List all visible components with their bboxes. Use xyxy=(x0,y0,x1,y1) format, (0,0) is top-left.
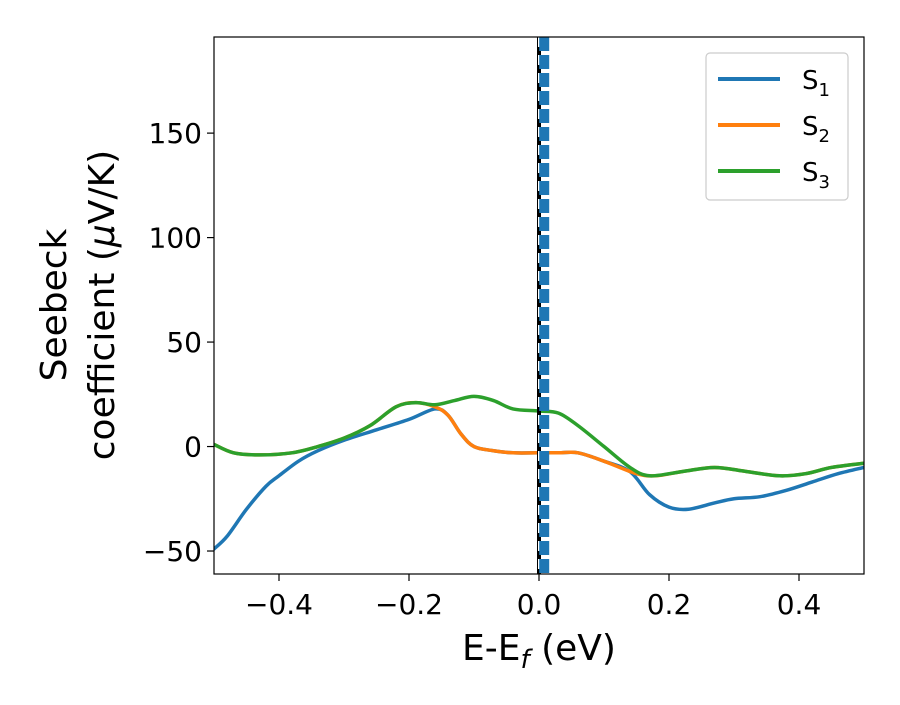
legend: S1 S2 S3 xyxy=(705,52,849,201)
y-axis: −50 0 50 100 150 xyxy=(143,117,214,568)
y-tick-label: 100 xyxy=(149,222,202,255)
y-tick-label: 50 xyxy=(166,326,202,359)
legend-label-s1: S1 xyxy=(802,66,830,101)
x-tick-label: 0.0 xyxy=(517,588,562,621)
plot-area xyxy=(214,37,864,574)
y-axis-title-line2: coefficient (μV/K) xyxy=(82,150,123,460)
legend-label-s2: S2 xyxy=(802,112,830,147)
x-axis: −0.4 −0.2 0.0 0.2 0.4 xyxy=(245,574,821,621)
y-tick-label: 150 xyxy=(149,117,202,150)
y-axis-title: Seebeck coefficient (μV/K) xyxy=(34,150,123,460)
x-tick-label: 0.4 xyxy=(777,588,822,621)
y-axis-title-line1: Seebeck xyxy=(34,228,75,381)
x-tick-label: 0.2 xyxy=(647,588,692,621)
series-line-s3 xyxy=(214,394,864,478)
y-tick-label: 0 xyxy=(184,431,202,464)
x-axis-title: E-Ef (eV) xyxy=(462,628,616,675)
y-tick-label: −50 xyxy=(143,535,202,568)
x-tick-label: −0.4 xyxy=(245,588,313,621)
legend-label-s3: S3 xyxy=(802,158,830,193)
x-tick-label: −0.2 xyxy=(375,588,443,621)
